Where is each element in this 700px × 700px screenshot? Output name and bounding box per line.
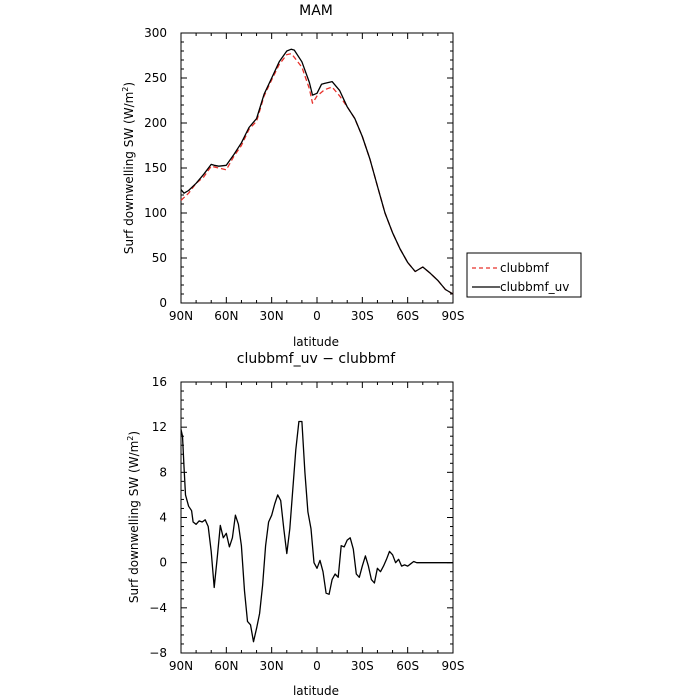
- y-tick-label: −4: [149, 601, 167, 615]
- x-tick-label: 90N: [169, 309, 193, 323]
- y-tick-label: 50: [152, 251, 167, 265]
- series-line-difference: [180, 420, 453, 643]
- y-tick-label: −8: [149, 646, 167, 660]
- x-axis-label: latitude: [293, 335, 339, 349]
- x-tick-label: 30N: [260, 659, 284, 673]
- y-tick-labels: −8 −4 0 4 8 12 16: [149, 375, 167, 660]
- y-tick-label: 4: [159, 511, 167, 525]
- series-lines: [180, 48, 454, 295]
- series-line-clubbmf: [180, 53, 454, 295]
- legend-label-clubbmf-uv: clubbmf_uv: [500, 280, 569, 294]
- y-tick-label: 0: [159, 296, 167, 310]
- x-tick-labels: 90N 60N 30N 0 30S 60S 90S: [169, 309, 465, 323]
- y-tick-label: 200: [144, 116, 167, 130]
- x-tick-label: 60S: [396, 309, 419, 323]
- chart-title: MAM: [299, 3, 333, 19]
- x-tick-label: 30N: [260, 309, 284, 323]
- legend: clubbmf clubbmf_uv: [466, 252, 582, 298]
- y-tick-label: 16: [152, 375, 167, 389]
- legend-box: [466, 252, 582, 298]
- axis-ticks: [180, 381, 454, 654]
- axis-ticks: [180, 32, 454, 304]
- x-tick-label: 0: [313, 309, 321, 323]
- x-tick-label: 60S: [396, 659, 419, 673]
- x-tick-label: 60N: [214, 659, 238, 673]
- y-tick-labels: 0 50 100 150 200 250 300: [144, 26, 167, 310]
- plot-frame: [180, 32, 454, 304]
- y-tick-label: 250: [144, 71, 167, 85]
- x-tick-labels: 90N 60N 30N 0 30S 60S 90S: [169, 659, 465, 673]
- x-tick-label: 90N: [169, 659, 193, 673]
- chart-difference: clubbmf_uv − clubbmf 90N 60N 30N 0 30S 60S 90S…: [126, 351, 464, 698]
- x-tick-label: 90S: [442, 309, 465, 323]
- chart-title: clubbmf_uv − clubbmf: [237, 351, 396, 367]
- y-tick-label: 150: [144, 161, 167, 175]
- x-axis-label: latitude: [293, 684, 339, 698]
- y-tick-label: 0: [159, 556, 167, 570]
- legend-label-clubbmf: clubbmf: [500, 261, 549, 275]
- x-tick-label: 90S: [442, 659, 465, 673]
- y-axis-label: Surf downwelling SW (W/m2): [126, 431, 141, 603]
- series-line-clubbmf-uv: [180, 48, 454, 295]
- x-tick-label: 60N: [214, 309, 238, 323]
- y-tick-label: 300: [144, 26, 167, 40]
- x-tick-label: 30S: [351, 659, 374, 673]
- y-tick-label: 100: [144, 206, 167, 220]
- x-tick-label: 30S: [351, 309, 374, 323]
- plot-frame: [180, 381, 454, 654]
- chart-mam: MAM 90N 60N 30N 0 30S 60S 90S 0 50 100 150 200 250 3…: [121, 3, 582, 349]
- y-axis-label: Surf downwelling SW (W/m2): [121, 82, 136, 254]
- y-tick-label: 12: [152, 420, 167, 434]
- y-tick-label: 8: [159, 465, 167, 479]
- series-lines: [180, 420, 453, 643]
- x-tick-label: 0: [313, 659, 321, 673]
